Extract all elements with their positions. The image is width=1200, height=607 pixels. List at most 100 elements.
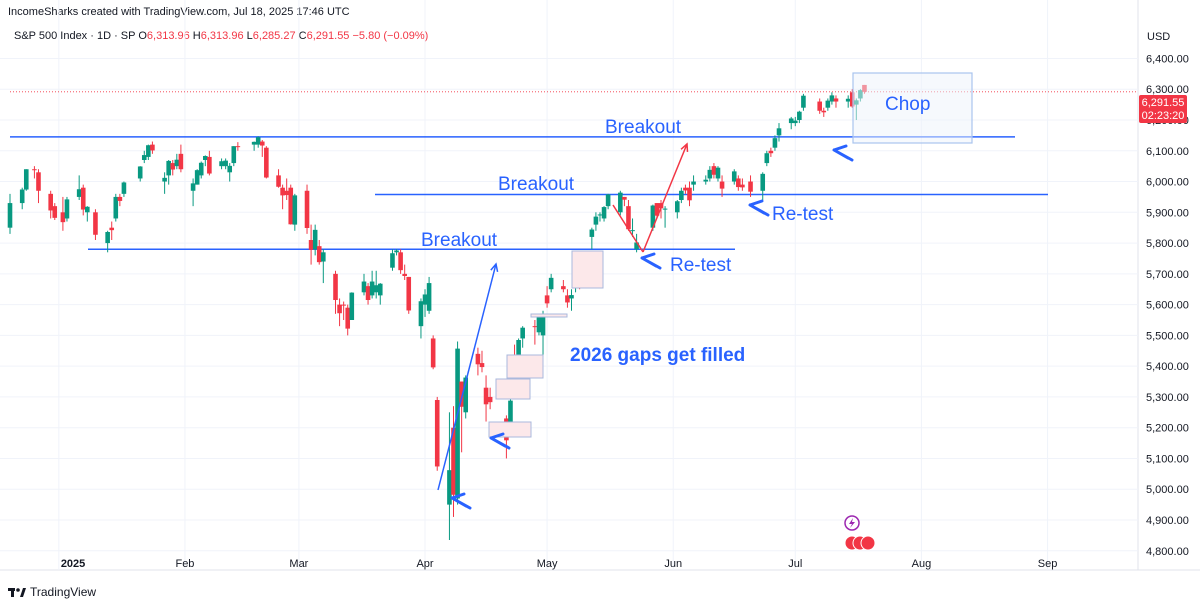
symbol-legend: S&P 500 Index · 1D · SP O6,313.96 H6,313…	[14, 30, 428, 42]
candle-body	[264, 147, 269, 178]
candle-body	[308, 240, 314, 250]
price-tick-label: 6,100.00	[1146, 146, 1189, 158]
candle-body	[32, 169, 37, 171]
candle-body	[479, 363, 485, 368]
support-resistance-lines	[10, 91, 1138, 250]
brand-name[interactable]: TradingView	[30, 585, 97, 599]
candle-body	[398, 252, 403, 271]
candle-body	[137, 166, 143, 179]
candle-body	[369, 281, 375, 296]
currency-label[interactable]: USD	[1147, 31, 1171, 43]
candle-body	[288, 187, 294, 225]
candle-body	[736, 178, 741, 188]
pointer-arrow-icon	[748, 199, 770, 217]
candle-body	[618, 192, 623, 213]
annotation-label: Re-test	[670, 255, 732, 276]
lightning-glyph-icon	[849, 518, 855, 528]
candle-body	[593, 216, 599, 225]
last-price-value: 6,291.55	[1142, 97, 1185, 109]
last-price-tag-bg	[1139, 95, 1187, 123]
breakout-arrow-red-head	[680, 142, 689, 153]
candle-body	[630, 230, 635, 232]
candle-body	[276, 175, 281, 187]
candle-body	[483, 387, 489, 405]
candle-body	[64, 199, 70, 219]
candle-body	[569, 295, 574, 299]
pointer-arrow-icon	[450, 492, 472, 510]
candle-body	[455, 348, 460, 499]
candle-body	[113, 196, 119, 219]
candle-body	[540, 314, 546, 336]
candle-body	[849, 92, 855, 107]
change-value: −5.80 (−0.09%)	[352, 30, 429, 42]
time-tick-label: Jul	[788, 558, 802, 570]
us-flag-icon[interactable]	[860, 535, 876, 551]
price-axis[interactable]: 4,800.00 4,900.00 5,000.00 5,100.00 5,200.00…	[1146, 53, 1189, 557]
price-tick-label: 6,400.00	[1146, 53, 1189, 65]
time-axis[interactable]: 2025 Feb Mar Apr May Jun Jul Aug Sep	[61, 558, 1058, 570]
price-tick-label: 5,500.00	[1146, 330, 1189, 342]
candle-body	[703, 179, 709, 182]
annotation-label: Breakout	[498, 174, 575, 195]
time-tick-label: Sep	[1038, 558, 1058, 570]
price-tick-label: 6,300.00	[1146, 84, 1189, 96]
candle-body	[825, 100, 831, 108]
price-tick-label: 5,800.00	[1146, 238, 1189, 250]
symbol-name[interactable]: S&P 500 Index · 1D · SP	[14, 30, 136, 42]
candle-body	[365, 286, 371, 300]
pointer-arrow-icon	[489, 432, 511, 450]
annotation-label: Breakout	[605, 117, 682, 138]
candle-body	[292, 195, 298, 225]
gap-box	[530, 313, 568, 318]
candle-body	[190, 183, 196, 191]
candle-body	[377, 283, 383, 296]
candle-body	[150, 144, 155, 151]
event-icons[interactable]	[844, 515, 876, 551]
candle-body	[687, 187, 692, 201]
breakout-arrow	[437, 263, 497, 491]
candle-body	[227, 165, 233, 173]
low-value: 6,285.27	[252, 30, 296, 42]
candle-body	[475, 353, 481, 365]
candle-body	[679, 190, 684, 200]
candle-body	[532, 326, 538, 328]
candle-body	[788, 118, 794, 124]
candle-body	[105, 232, 110, 244]
candle-body	[544, 295, 550, 304]
candle-body	[402, 273, 407, 276]
price-tick-label: 5,900.00	[1146, 207, 1189, 219]
price-tick-label: 6,000.00	[1146, 177, 1189, 189]
candle-body	[845, 98, 851, 102]
tradingview-logo-icon	[8, 588, 26, 597]
candle-body	[792, 120, 798, 124]
price-tick-label: 5,700.00	[1146, 269, 1189, 281]
candle-body	[60, 212, 66, 223]
candle-body	[109, 227, 115, 231]
candle-body	[345, 307, 351, 329]
candle-body	[321, 252, 326, 262]
candle-body	[394, 250, 399, 253]
candle-body	[312, 229, 318, 250]
candle-body	[146, 145, 151, 157]
candle-body	[797, 111, 802, 120]
time-tick-label: 2025	[61, 558, 85, 570]
breakout-arrow-head	[490, 262, 499, 272]
candle-body	[487, 396, 493, 403]
annotation-label: Breakout	[421, 230, 498, 251]
candle-body	[373, 285, 379, 293]
candle-body	[634, 242, 639, 250]
candle-body	[223, 160, 228, 167]
candle-body	[284, 190, 289, 196]
candle-body	[48, 193, 53, 211]
candle-body	[194, 170, 200, 185]
candle-body	[829, 95, 835, 102]
candle-body	[548, 277, 554, 290]
candle-body	[447, 470, 452, 505]
open-label: O	[138, 30, 147, 42]
annotations: Breakout Breakout Breakout Re-test Re-test Ch…	[421, 72, 973, 510]
candle-body	[589, 229, 595, 237]
last-price-tag: 6,291.55 02:23:20	[1139, 95, 1187, 123]
candle-body	[768, 150, 774, 154]
candle-body	[707, 169, 713, 179]
